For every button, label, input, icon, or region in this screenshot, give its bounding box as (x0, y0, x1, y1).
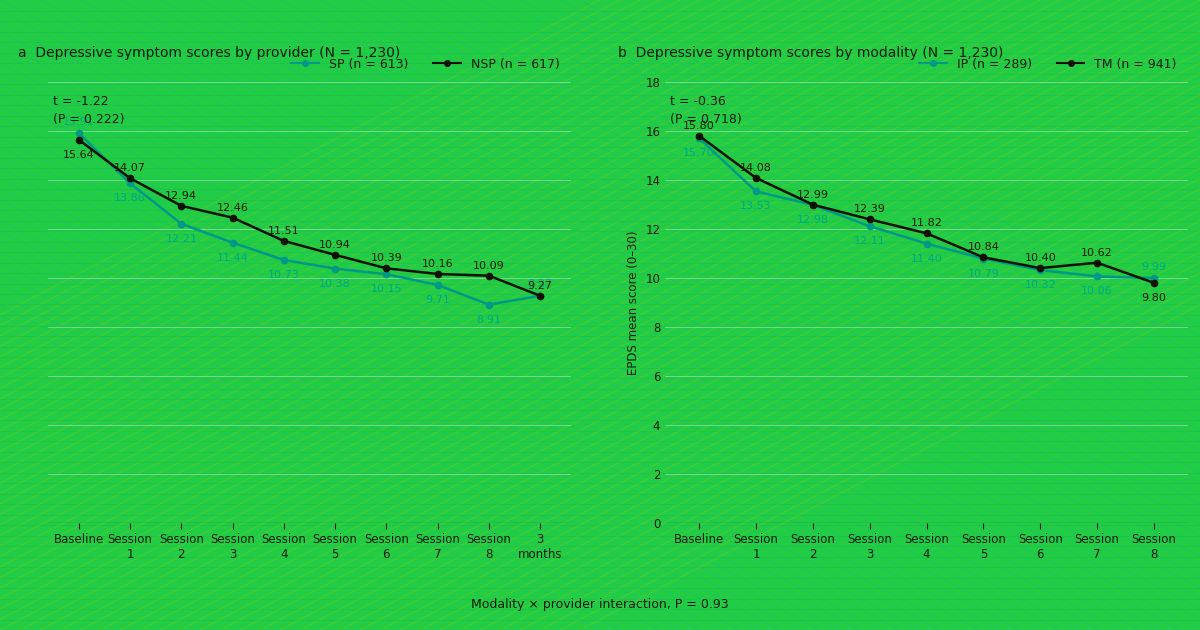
Text: 12.11: 12.11 (854, 236, 886, 246)
Text: 10.06: 10.06 (1081, 287, 1112, 297)
Text: 11.82: 11.82 (911, 219, 942, 228)
TM (n = 941) (1090, 259, 1104, 266)
Text: 11.40: 11.40 (911, 254, 942, 264)
Line: TM (n = 941): TM (n = 941) (696, 133, 1157, 286)
Text: 10.62: 10.62 (1081, 248, 1112, 258)
Text: 12.99: 12.99 (797, 190, 829, 200)
Text: 9.27: 9.27 (528, 280, 553, 289)
SP (n = 613) (328, 265, 342, 272)
Text: 10.79: 10.79 (967, 268, 1000, 278)
Text: 12.46: 12.46 (217, 203, 248, 213)
Text: 10.39: 10.39 (371, 253, 402, 263)
Text: 15.64: 15.64 (62, 150, 95, 160)
Y-axis label: EPDS mean score (0–30): EPDS mean score (0–30) (626, 230, 640, 375)
IP (n = 289) (1147, 275, 1162, 282)
NSP (n = 617) (431, 270, 445, 278)
SP (n = 613) (533, 292, 547, 299)
TM (n = 941) (1033, 265, 1048, 272)
IP (n = 289) (1033, 266, 1048, 274)
Text: Modality × provider interaction, P = 0.93: Modality × provider interaction, P = 0.9… (472, 598, 728, 611)
Text: 12.94: 12.94 (166, 191, 197, 201)
IP (n = 289) (919, 240, 934, 248)
Text: t = -0.36
(P = 0.718): t = -0.36 (P = 0.718) (671, 95, 742, 126)
Text: 10.73: 10.73 (268, 270, 300, 280)
TM (n = 941) (805, 201, 820, 209)
NSP (n = 617) (174, 202, 188, 210)
Text: 10.84: 10.84 (967, 243, 1000, 253)
Line: NSP (n = 617): NSP (n = 617) (76, 137, 544, 299)
Line: IP (n = 289): IP (n = 289) (696, 135, 1157, 281)
Text: 15.91: 15.91 (62, 117, 95, 127)
IP (n = 289) (749, 188, 763, 195)
Text: 14.08: 14.08 (740, 163, 772, 173)
TM (n = 941) (749, 174, 763, 181)
TM (n = 941) (1147, 279, 1162, 287)
Text: 13.53: 13.53 (740, 202, 772, 212)
NSP (n = 617) (481, 272, 496, 280)
Text: 10.16: 10.16 (422, 259, 454, 269)
Legend: IP (n = 289), TM (n = 941): IP (n = 289), TM (n = 941) (914, 53, 1182, 76)
Text: 13.86: 13.86 (114, 193, 146, 203)
NSP (n = 617) (379, 265, 394, 272)
Text: b  Depressive symptom scores by modality (N = 1,230): b Depressive symptom scores by modality … (618, 46, 1003, 60)
Line: SP (n = 613): SP (n = 613) (76, 130, 544, 307)
SP (n = 613) (174, 220, 188, 227)
TM (n = 941) (863, 215, 877, 223)
Text: 10.40: 10.40 (1025, 253, 1056, 263)
Legend: SP (n = 613), NSP (n = 617): SP (n = 613), NSP (n = 617) (287, 53, 565, 76)
Text: 9.99: 9.99 (1141, 262, 1166, 272)
TM (n = 941) (919, 229, 934, 237)
TM (n = 941) (692, 132, 707, 140)
IP (n = 289) (976, 255, 990, 262)
SP (n = 613) (379, 270, 394, 278)
SP (n = 613) (72, 129, 86, 137)
Text: 9.71: 9.71 (425, 295, 450, 305)
NSP (n = 617) (226, 214, 240, 221)
Text: 12.98: 12.98 (797, 215, 829, 225)
Text: 10.09: 10.09 (473, 261, 505, 271)
Text: 12.21: 12.21 (166, 234, 197, 244)
Text: a  Depressive symptom scores by provider (N = 1,230): a Depressive symptom scores by provider … (18, 46, 401, 60)
Text: 15.70: 15.70 (683, 148, 715, 158)
IP (n = 289) (692, 134, 707, 142)
NSP (n = 617) (277, 237, 292, 244)
Text: 12.39: 12.39 (853, 204, 886, 214)
IP (n = 289) (863, 222, 877, 230)
SP (n = 613) (226, 239, 240, 246)
Text: 10.38: 10.38 (319, 278, 350, 289)
Text: 10.94: 10.94 (319, 240, 352, 250)
Text: 14.07: 14.07 (114, 163, 146, 173)
NSP (n = 617) (328, 251, 342, 259)
Text: 15.80: 15.80 (683, 121, 715, 131)
NSP (n = 617) (122, 175, 137, 182)
NSP (n = 617) (72, 136, 86, 144)
Text: 10.15: 10.15 (371, 284, 402, 294)
SP (n = 613) (122, 180, 137, 187)
TM (n = 941) (976, 253, 990, 261)
Text: 10.32: 10.32 (1025, 280, 1056, 290)
Text: 9.27: 9.27 (528, 281, 553, 291)
Text: 11.44: 11.44 (217, 253, 248, 263)
IP (n = 289) (805, 201, 820, 209)
SP (n = 613) (277, 256, 292, 264)
Text: 9.80: 9.80 (1141, 293, 1166, 303)
Text: 11.51: 11.51 (268, 226, 300, 236)
Text: 8.91: 8.91 (476, 314, 502, 324)
Text: t = -1.22
(P = 0.222): t = -1.22 (P = 0.222) (53, 95, 125, 126)
SP (n = 613) (431, 281, 445, 289)
SP (n = 613) (481, 301, 496, 308)
IP (n = 289) (1090, 273, 1104, 280)
NSP (n = 617) (533, 292, 547, 299)
